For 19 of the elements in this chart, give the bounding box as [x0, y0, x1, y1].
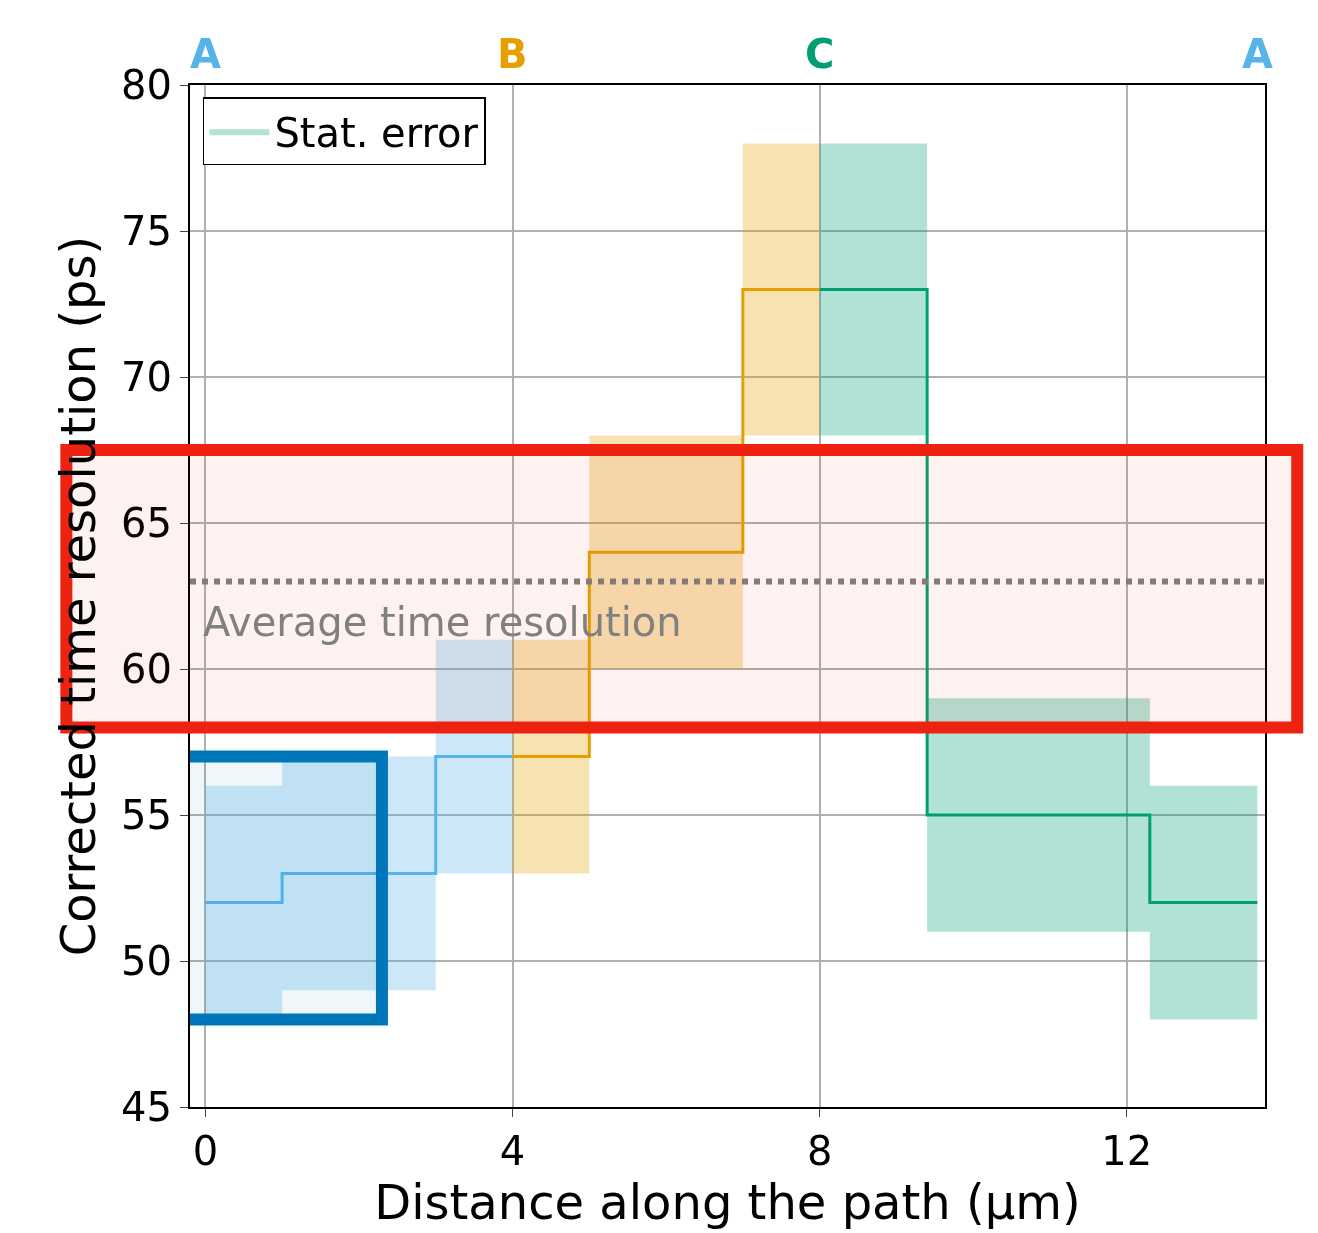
legend-label: Stat. error: [274, 109, 479, 156]
y-tick-label: 55: [121, 792, 172, 838]
text: A: [1242, 31, 1273, 77]
text: A: [190, 31, 221, 77]
x-tick-label: 4: [499, 1128, 526, 1174]
y-tick-label: 70: [121, 354, 172, 400]
y-tick-label: 60: [121, 646, 172, 692]
text: B: [497, 31, 528, 77]
y-tick-label: 50: [121, 938, 172, 984]
x-tick-label: 8: [806, 1128, 833, 1174]
y-tick-label: 45: [121, 1084, 172, 1130]
x-tick-label: 12: [1101, 1128, 1153, 1174]
y-tick-label: 80: [121, 62, 172, 108]
y-tick-label: 75: [121, 208, 172, 254]
x-axis-title: Distance along the path (µm): [374, 1174, 1081, 1230]
x-tick-label: 0: [192, 1128, 219, 1174]
y-tick-label: 65: [121, 500, 172, 546]
text: C: [805, 31, 835, 77]
y-axis-title: Corrected time resolution (ps): [50, 235, 107, 957]
